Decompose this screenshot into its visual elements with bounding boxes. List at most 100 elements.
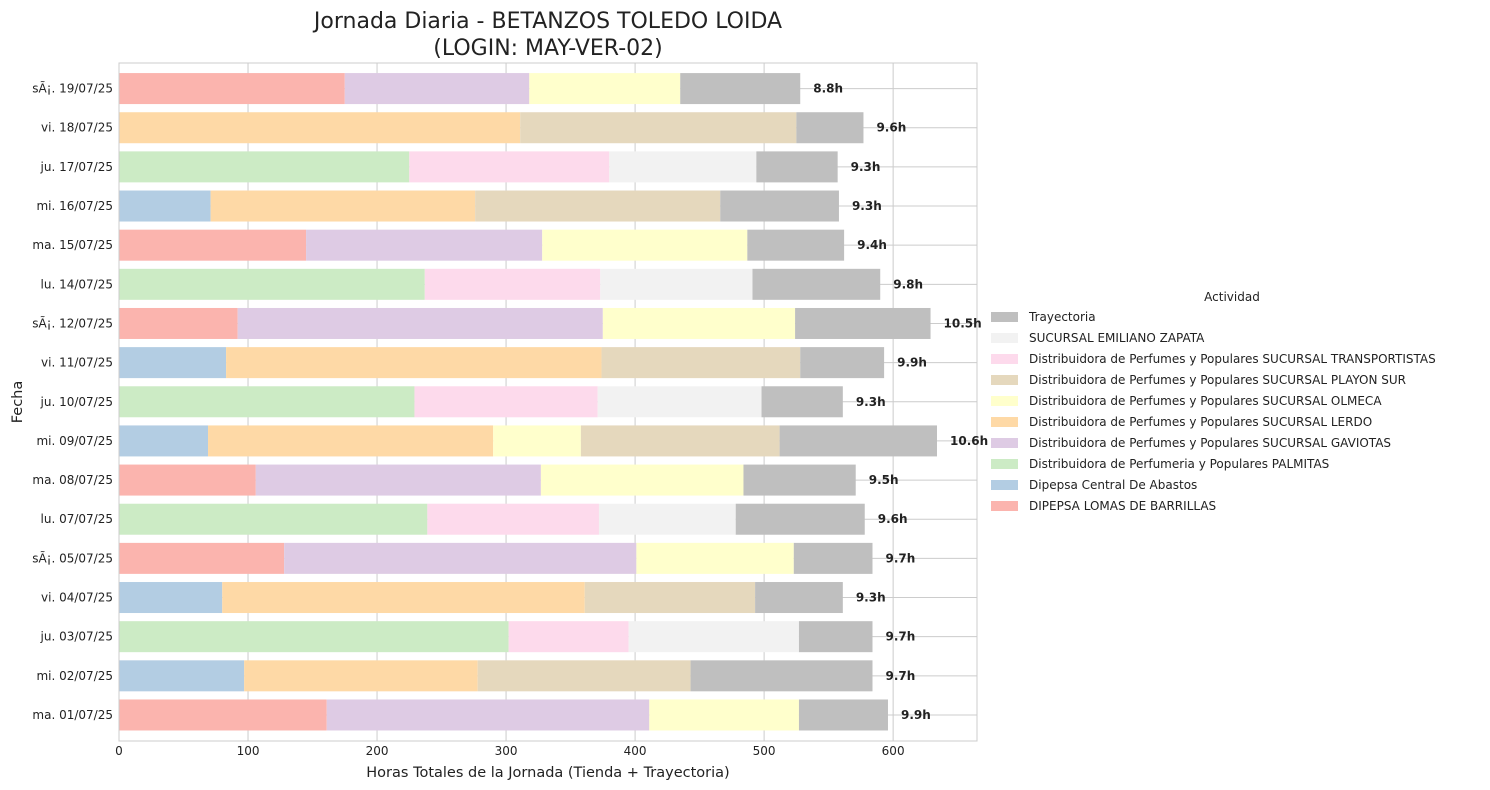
total-label: 9.6h — [876, 121, 906, 135]
legend-label: Distribuidora de Perfumeria y Populares … — [1029, 457, 1329, 471]
bar-segment — [598, 503, 736, 535]
bar-segment — [508, 621, 629, 653]
bar-segment — [580, 425, 780, 457]
bar-segment — [119, 151, 410, 183]
bar-segment — [284, 542, 637, 574]
y-tick-label: ma. 15/07/25 — [32, 238, 113, 252]
x-tick-label: 600 — [882, 744, 905, 758]
y-tick-label: ju. 10/07/25 — [40, 395, 113, 409]
total-label: 9.6h — [878, 512, 908, 526]
legend-label: Dipepsa Central De Abastos — [1029, 478, 1197, 492]
bar-segment — [752, 268, 881, 300]
bar-segment — [119, 542, 285, 574]
bar-segment — [119, 425, 209, 457]
x-tick-label: 300 — [495, 744, 518, 758]
total-label: 9.9h — [901, 708, 931, 722]
legend-swatch — [991, 333, 1018, 343]
bar-segment — [226, 347, 602, 379]
bar-segment — [119, 268, 425, 300]
bar-segment — [540, 464, 744, 496]
bar-segment — [475, 190, 721, 222]
legend-title: Actividad — [1204, 290, 1260, 304]
bar-segment — [609, 151, 757, 183]
bar-segment — [690, 660, 873, 692]
x-axis-label: Horas Totales de la Jornada (Tienda + Tr… — [366, 765, 729, 781]
legend-swatch — [991, 312, 1018, 322]
total-label: 9.3h — [852, 199, 882, 213]
legend-label: Distribuidora de Perfumes y Populares SU… — [1029, 352, 1436, 366]
bar-segment — [119, 582, 223, 614]
y-axis-label: Fecha — [10, 381, 26, 424]
bar-segment — [119, 73, 345, 105]
total-label: 9.7h — [885, 551, 915, 565]
legend-label: Distribuidora de Perfumes y Populares SU… — [1029, 436, 1391, 450]
legend-swatch — [991, 396, 1018, 406]
bar-segment — [600, 268, 753, 300]
y-tick-label: ju. 17/07/25 — [40, 160, 113, 174]
bar-segment — [208, 425, 494, 457]
y-tick-label: mi. 02/07/25 — [36, 669, 113, 683]
bar-segment — [636, 542, 794, 574]
bar-segment — [493, 425, 581, 457]
legend-swatch — [991, 354, 1018, 364]
bar-segment — [529, 73, 681, 105]
bar-segment — [649, 699, 799, 731]
bar-segment — [119, 190, 211, 222]
total-label: 9.3h — [856, 591, 886, 605]
legend-swatch — [991, 501, 1018, 511]
total-label: 9.7h — [885, 630, 915, 644]
legend-label: DIPEPSA LOMAS DE BARRILLAS — [1029, 499, 1216, 513]
bar-segment — [119, 112, 521, 144]
plot-frame — [118, 62, 978, 742]
bar-segment — [628, 621, 799, 653]
y-tick-label: ma. 01/07/25 — [32, 708, 113, 722]
bar-segment — [755, 582, 843, 614]
total-label: 9.4h — [857, 238, 887, 252]
legend-swatch — [991, 480, 1018, 490]
bar-segment — [119, 503, 428, 535]
y-tick-label: vi. 18/07/25 — [41, 121, 113, 135]
y-tick-labels: sÃ¡. 19/07/25 vi. 18/07/25 ju. 17/07/25 mi.… — [32, 81, 113, 722]
total-label: 9.3h — [851, 160, 881, 174]
bar-segment — [756, 151, 838, 183]
chart-title: Jornada Diaria - BETANZOS TOLEDO LOIDA — [312, 9, 782, 34]
total-labels: 8.8h 9.6h 9.3h 9.3h 9.4h 9.8h 10.5h 9.9h 9.3h 10.… — [813, 82, 988, 722]
bar-segment — [119, 347, 227, 379]
bar-segment — [800, 347, 885, 379]
bar-segment — [743, 464, 856, 496]
bar-segment — [119, 307, 238, 339]
bar-segment — [119, 386, 415, 418]
y-tick-label: sÃ¡. 19/07/25 — [32, 81, 113, 96]
y-tick-label: sÃ¡. 12/07/25 — [32, 315, 113, 330]
bar-segment — [222, 582, 585, 614]
legend-swatch — [991, 459, 1018, 469]
bar-segment — [119, 660, 245, 692]
y-tick-label: lu. 07/07/25 — [41, 512, 113, 526]
bar-segment — [306, 229, 543, 261]
bar-segment — [747, 229, 845, 261]
y-tick-label: ju. 03/07/25 — [40, 630, 113, 644]
legend: Actividad Trayectoria SUCURSAL EMILIANO Z… — [991, 290, 1436, 513]
bar-segment — [119, 229, 307, 261]
y-tick-label: vi. 04/07/25 — [41, 591, 113, 605]
bar-segment — [119, 464, 256, 496]
legend-label: Trayectoria — [1028, 310, 1096, 324]
legend-swatch — [991, 375, 1018, 385]
bar-segment — [427, 503, 599, 535]
bar-segment — [602, 307, 796, 339]
y-tick-label: lu. 14/07/25 — [41, 277, 113, 291]
bar-segment — [344, 73, 530, 105]
bar-segment — [119, 699, 327, 731]
bar-segment — [409, 151, 610, 183]
bar-segment — [795, 307, 931, 339]
x-tick-label: 200 — [366, 744, 389, 758]
total-label: 8.8h — [813, 82, 843, 96]
x-tick-labels: 0 100 200 300 400 500 600 — [115, 744, 904, 758]
y-tick-label: mi. 09/07/25 — [36, 434, 113, 448]
chart-subtitle: (LOGIN: MAY-VER-02) — [433, 36, 662, 61]
y-tick-label: ma. 08/07/25 — [32, 473, 113, 487]
legend-label: Distribuidora de Perfumes y Populares SU… — [1029, 373, 1406, 387]
bar-segment — [798, 621, 873, 653]
x-tick-label: 100 — [237, 744, 260, 758]
legend-swatch — [991, 417, 1018, 427]
